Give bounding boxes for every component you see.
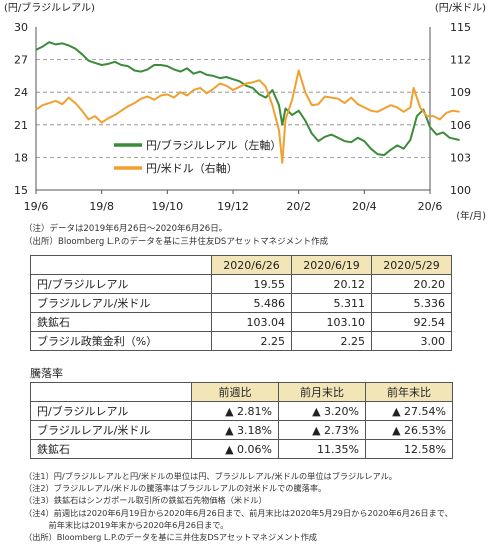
- table-row: 鉄鉱石 103.04 103.10 92.54: [30, 312, 452, 332]
- x-tick-label: 19/8: [89, 200, 114, 213]
- price-col-header: 2020/6/26: [211, 255, 292, 275]
- cell-value: 103.10: [291, 312, 372, 332]
- cell-value: 11.35%: [278, 439, 366, 459]
- row-label: ブラジルレアル/米ドル: [30, 420, 192, 440]
- right-tick-label: 103: [450, 151, 471, 164]
- change-rate-title: 騰落率: [30, 367, 63, 380]
- table-row: ブラジル政策金利（%） 2.25 2.25 3.00: [30, 331, 452, 351]
- cell-value: 3.00: [371, 331, 452, 351]
- left-y-ticks: 15 18 21 24 27 30: [14, 21, 28, 197]
- right-tick-label: 115: [450, 21, 471, 34]
- row-label: 円/ブラジルレアル: [30, 274, 212, 294]
- row-label: ブラジル政策金利（%）: [30, 331, 212, 351]
- footnote: （注1）円/ブラジルレアルと円/米ドルの単位は円、ブラジルレアル/米ドルの単位は…: [24, 471, 397, 481]
- left-axis-label: (円/ブラジルレアル): [4, 1, 95, 14]
- x-tick-label: 19/12: [217, 200, 249, 213]
- cell-value: 20.20: [371, 274, 452, 294]
- right-tick-label: 106: [450, 119, 471, 132]
- left-tick-label: 27: [14, 54, 28, 67]
- change-table: 前週比 前月末比 前年末比 円/ブラジルレアル ▲ 2.81% ▲ 3.20% …: [30, 382, 453, 459]
- legend-label-brl: 円/ブラジルレアル（左軸）: [146, 138, 281, 152]
- series-line-brl: [35, 41, 460, 157]
- table-row: ブラジルレアル/米ドル 5.486 5.311 5.336: [30, 293, 452, 313]
- left-tick-label: 21: [14, 119, 28, 132]
- x-tick-label: 20/4: [352, 200, 377, 213]
- left-tick-label: 18: [14, 151, 28, 164]
- series-lines: [35, 41, 460, 164]
- price-table: 2020/6/26 2020/6/19 2020/5/29 円/ブラジルレアル …: [30, 255, 452, 351]
- cell-value: 2.25: [291, 331, 372, 351]
- change-col-header: 前月末比: [278, 382, 366, 402]
- footnotes: （注1）円/ブラジルレアルと円/米ドルの単位は円、ブラジルレアル/米ドルの単位は…: [24, 470, 453, 543]
- footnote: 前年末比は2019年末から2020年6月26日まで。: [24, 519, 229, 530]
- cell-value: 12.58%: [365, 439, 453, 459]
- left-tick-label: 30: [14, 21, 28, 34]
- change-col-header: 前年末比: [365, 382, 453, 402]
- cell-value: ▲ 3.18%: [191, 420, 279, 440]
- left-tick-label: 24: [14, 86, 28, 99]
- table-row: 鉄鉱石 ▲ 0.06% 11.35% 12.58%: [30, 439, 453, 459]
- row-label: 鉄鉱石: [30, 439, 192, 459]
- cell-value: ▲ 26.53%: [365, 420, 453, 440]
- x-ticks: 19/6 19/8 19/10 19/12 20/2 20/4 20/6: [24, 190, 443, 213]
- row-label: 円/ブラジルレアル: [30, 401, 192, 421]
- series-line-usd: [35, 69, 460, 164]
- right-tick-label: 109: [450, 86, 471, 99]
- right-tick-label: 112: [450, 54, 471, 67]
- chart-note: （注）データは2019年6月26日～2020年6月26日。: [24, 224, 228, 234]
- x-tick-label: 20/2: [286, 200, 311, 213]
- cell-value: ▲ 27.54%: [365, 401, 453, 421]
- table-row: 円/ブラジルレアル ▲ 2.81% ▲ 3.20% ▲ 27.54%: [30, 401, 453, 421]
- footnote: （注3）鉄鉱石はシンガポール取引所の鉄鉱石先物価格（米ドル）: [24, 495, 267, 506]
- cell-value: ▲ 2.73%: [278, 420, 366, 440]
- change-col-header: 前週比: [191, 382, 279, 402]
- cell-value: 5.486: [211, 293, 292, 313]
- x-tick-label: 19/6: [24, 200, 49, 213]
- right-axis-label: (円/米ドル): [435, 1, 486, 14]
- cell-value: 103.04: [211, 312, 292, 332]
- change-table-header: 前週比 前月末比 前年末比: [30, 382, 453, 402]
- cell-value: ▲ 0.06%: [191, 439, 279, 459]
- price-col-header: 2020/5/29: [371, 255, 452, 275]
- cell-value: 19.55: [211, 274, 292, 294]
- footnote: （注4）前週比は2020年6月19日から2020年6月26日まで、前月末比は20…: [24, 507, 453, 518]
- cell-value: 5.336: [371, 293, 452, 313]
- cell-value: 92.54: [371, 312, 452, 332]
- legend: 円/ブラジルレアル（左軸） 円/米ドル（右軸）: [114, 138, 281, 175]
- x-tick-label: 19/10: [151, 200, 183, 213]
- right-tick-label: 100: [450, 184, 471, 197]
- legend-label-usd: 円/米ドル（右軸）: [146, 161, 238, 175]
- row-label: ブラジルレアル/米ドル: [30, 293, 212, 313]
- footnote: （出所）Bloomberg L.P.のデータを基に三井住友DSアセットマネジメン…: [24, 532, 317, 543]
- price-table-header: 2020/6/26 2020/6/19 2020/5/29: [30, 255, 452, 275]
- cell-value: 20.12: [291, 274, 372, 294]
- cell-value: 2.25: [211, 331, 292, 351]
- right-y-ticks: 100 103 106 109 112 115: [450, 21, 471, 197]
- table-row: 円/ブラジルレアル 19.55 20.12 20.20: [30, 274, 452, 294]
- cell-value: 5.311: [291, 293, 372, 313]
- cell-value: ▲ 3.20%: [278, 401, 366, 421]
- price-col-header: 2020/6/19: [291, 255, 372, 275]
- left-tick-label: 15: [14, 184, 28, 197]
- x-unit-label: (年/月): [456, 210, 486, 222]
- row-label: 鉄鉱石: [30, 312, 212, 332]
- x-tick-label: 20/6: [418, 200, 443, 213]
- cell-value: ▲ 2.81%: [191, 401, 279, 421]
- table-row: ブラジルレアル/米ドル ▲ 3.18% ▲ 2.73% ▲ 26.53%: [30, 420, 453, 440]
- footnote: （注2）ブラジルレアル/米ドルの騰落率はブラジルレアルの対米ドルでの騰落率。: [24, 483, 327, 494]
- chart-source: （出所）Bloomberg L.P.のデータを基に三井住友DSアセットマネジメン…: [24, 237, 329, 247]
